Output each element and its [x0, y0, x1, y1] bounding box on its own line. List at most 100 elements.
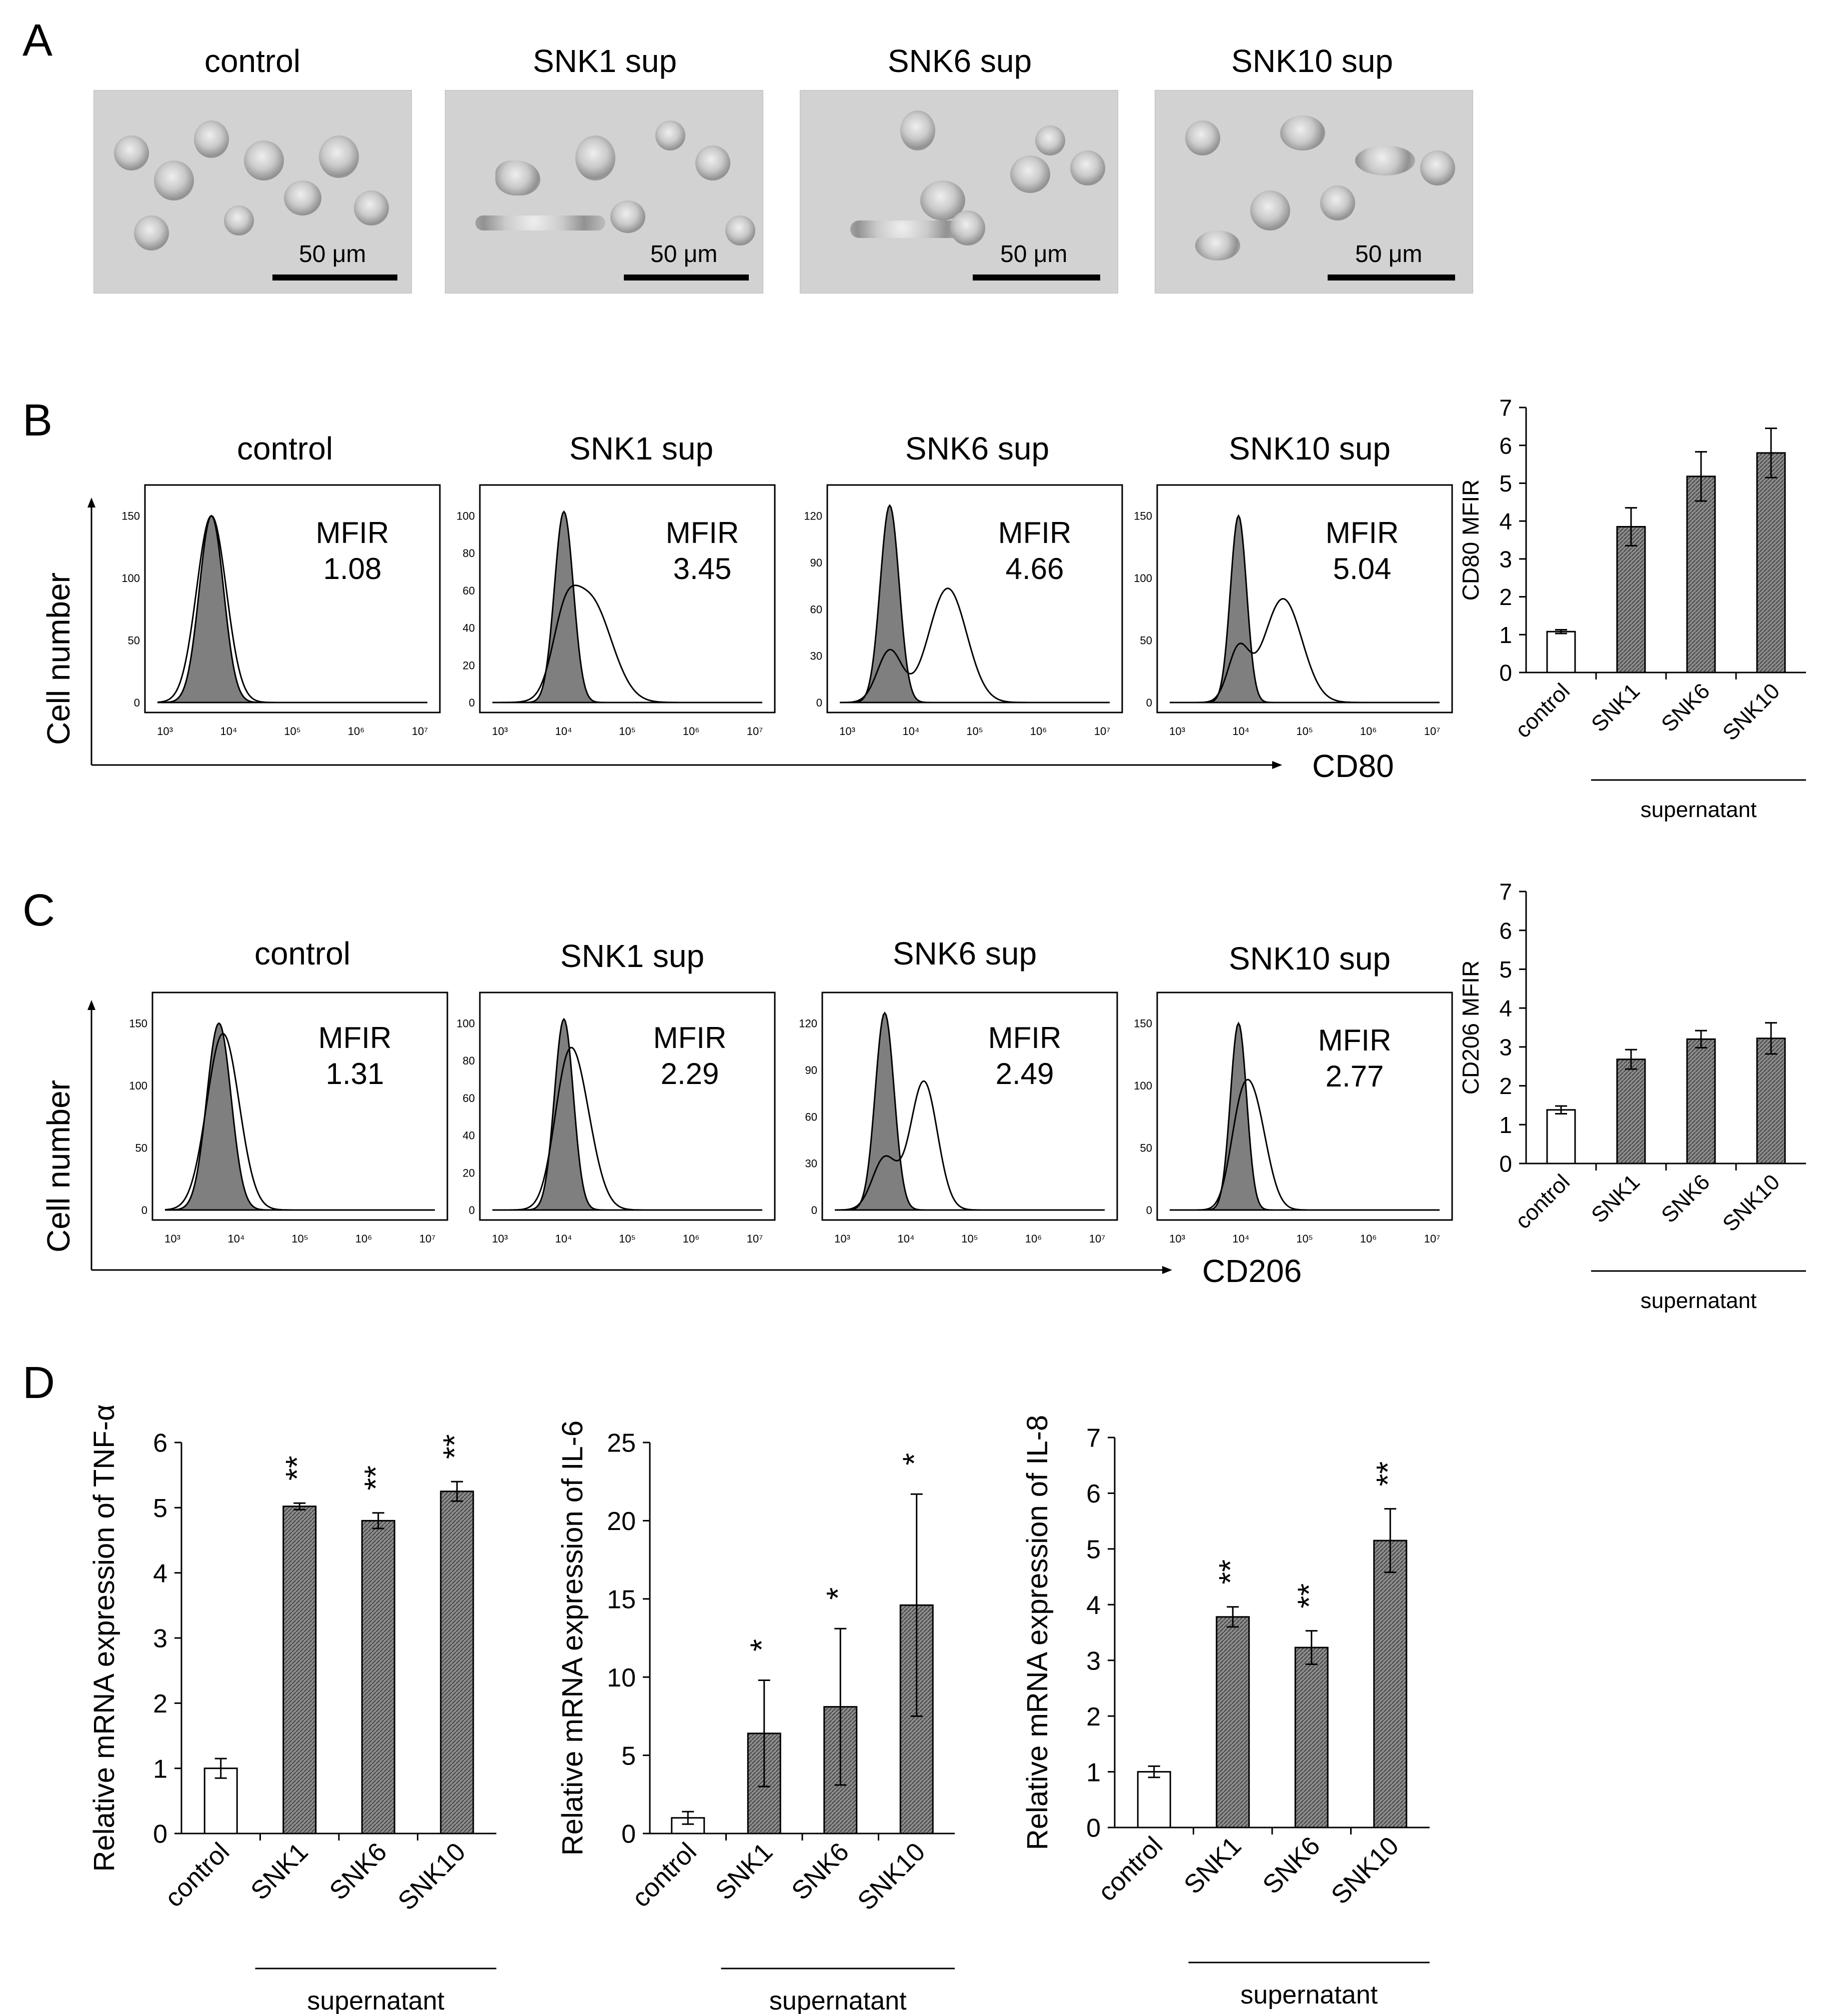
sample-histogram: [492, 584, 762, 704]
significance-stars: **: [1370, 1462, 1406, 1486]
y-tick-label: 40: [463, 622, 475, 634]
y-tick-label: 7: [1499, 879, 1512, 905]
y-tick-label: 100: [129, 1080, 147, 1092]
y-tick-label: 90: [805, 1064, 817, 1076]
sample-histogram: [1170, 1078, 1440, 1211]
y-tick-label: 0: [153, 1820, 167, 1849]
chart-cd206: 0 1 2 3 4 5 6 7 control SNK1 SNK6 SNK10 supernatant C…: [1458, 879, 1806, 1313]
y-tick-label: 6: [1086, 1480, 1101, 1508]
significance-stars: **: [358, 1466, 394, 1490]
histogram-frame: [479, 992, 776, 1221]
x-tick-label: 10⁴: [1233, 725, 1250, 738]
category-label: SNK10: [1326, 1831, 1405, 1910]
y-tick-label: 3: [1499, 546, 1512, 572]
scale-bar: [973, 274, 1100, 280]
x-tick-label: 10³: [834, 1232, 850, 1245]
y-tick-label: 150: [129, 1018, 147, 1030]
y-tick-label: 5: [153, 1494, 167, 1523]
mfir-value: 1.08: [323, 552, 382, 586]
x-tick-label: 10⁵: [1296, 1232, 1313, 1245]
mfir-value: 4.66: [1005, 552, 1064, 586]
sample-histogram: [164, 1032, 435, 1211]
panel-b-title-1: control: [236, 430, 333, 466]
sample-histogram: [157, 514, 427, 704]
bar-SNK10: [1756, 452, 1786, 674]
y-tick-label: 40: [463, 1130, 475, 1142]
bar-SNK1: [1616, 1058, 1646, 1164]
x-tick-label: 10⁶: [1030, 725, 1047, 738]
y-tick-label: 80: [463, 1054, 475, 1067]
y-tick-label: 60: [805, 1110, 817, 1123]
category-label: SNK1: [1587, 678, 1645, 736]
y-tick-label: 6: [1499, 432, 1512, 458]
x-tick-label: 10⁷: [1424, 1232, 1440, 1245]
y-tick-label: 7: [1499, 395, 1512, 421]
significance-stars: **: [279, 1456, 315, 1480]
y-tick-label: 120: [799, 1018, 817, 1030]
panel-c-x-axis-label: CD206: [1202, 1253, 1302, 1289]
x-tick-label: 10⁶: [1360, 725, 1377, 738]
y-tick-label: 1: [1499, 622, 1512, 648]
x-tick-label: 10⁷: [1089, 1232, 1105, 1245]
y-tick-label: 6: [1499, 918, 1512, 944]
sample-histogram: [1170, 598, 1440, 704]
y-tick-label: 10: [607, 1664, 636, 1692]
y-tick-label: 0: [1086, 1814, 1101, 1843]
significance-stars: *: [744, 1639, 780, 1652]
y-tick-label: 60: [810, 603, 822, 616]
x-tick-label: 10⁵: [291, 1232, 308, 1245]
significance-stars: **: [436, 1434, 472, 1459]
y-tick-label: 20: [463, 1166, 475, 1179]
y-tick-label: 50: [128, 634, 140, 647]
sample-histogram: [835, 1080, 1105, 1211]
y-tick-label: 120: [804, 510, 822, 522]
y-tick-label: 0: [1499, 660, 1512, 686]
x-tick-label: 10⁷: [412, 725, 428, 738]
y-axis-label: Relative mRNA expression of TNF-α: [88, 1404, 120, 1872]
category-label: SNK6: [324, 1837, 392, 1906]
y-tick-label: 5: [621, 1742, 636, 1770]
panel-c-title-1: control: [254, 936, 351, 972]
chart-il8: 0 1 2 3 4 5 6 7 control SNK1 ** SNK6 ** SNK10 ** supern…: [1021, 1415, 1430, 2010]
mfir-value: 2.29: [660, 1057, 719, 1090]
y-tick-label: 0: [134, 696, 140, 709]
y-tick-label: 0: [811, 1204, 817, 1216]
x-tick-label: 10⁷: [1094, 725, 1110, 738]
x-tick-label: 10⁴: [220, 725, 237, 738]
panel-c-title-4: SNK10 sup: [1229, 940, 1391, 976]
y-tick-label: 6: [153, 1429, 167, 1458]
y-tick-label: 5: [1499, 956, 1512, 982]
y-tick-label: 150: [1134, 510, 1152, 522]
y-axis-label: CD80 MFIR: [1458, 480, 1484, 601]
y-tick-label: 2: [153, 1690, 167, 1718]
bar-SNK6: [1294, 1646, 1329, 1828]
panel-c-title-2: SNK1 sup: [560, 938, 705, 974]
x-tick-label: 10⁶: [1360, 1232, 1377, 1245]
bar-control: [1137, 1771, 1171, 1828]
scale-bar: [624, 274, 749, 280]
x-tick-label: 10³: [839, 725, 855, 738]
y-tick-label: 3: [153, 1624, 167, 1654]
mfir-label: MFIR: [315, 516, 389, 550]
x-tick-label: 10⁶: [683, 1232, 700, 1245]
category-label: SNK1: [1587, 1170, 1645, 1228]
panel-a-title-3: SNK6 sup: [887, 43, 1032, 79]
panel-b-title-3: SNK6 sup: [905, 430, 1050, 466]
x-tick-label: 10⁶: [355, 1232, 372, 1245]
panel-b-x-axis-label: CD80: [1312, 748, 1394, 784]
scale-label: 50 μm: [1355, 241, 1423, 268]
x-tick-label: 10⁵: [961, 1232, 978, 1245]
panel-c-title-3: SNK6 sup: [892, 936, 1037, 972]
category-label: SNK6: [1257, 1831, 1326, 1900]
bar-SNK10: [1373, 1540, 1408, 1828]
bar-SNK6: [1686, 1038, 1716, 1164]
y-tick-label: 3: [1499, 1034, 1512, 1060]
micrograph-control: 50 μm: [93, 90, 412, 294]
y-tick-label: 150: [121, 510, 140, 522]
y-tick-label: 25: [607, 1429, 636, 1458]
y-tick-label: 20: [463, 659, 475, 672]
panel-a-title-4: SNK10 sup: [1231, 43, 1393, 79]
x-tick-label: 10⁶: [683, 725, 700, 738]
y-tick-label: 60: [463, 584, 475, 597]
category-label: control: [626, 1837, 702, 1912]
